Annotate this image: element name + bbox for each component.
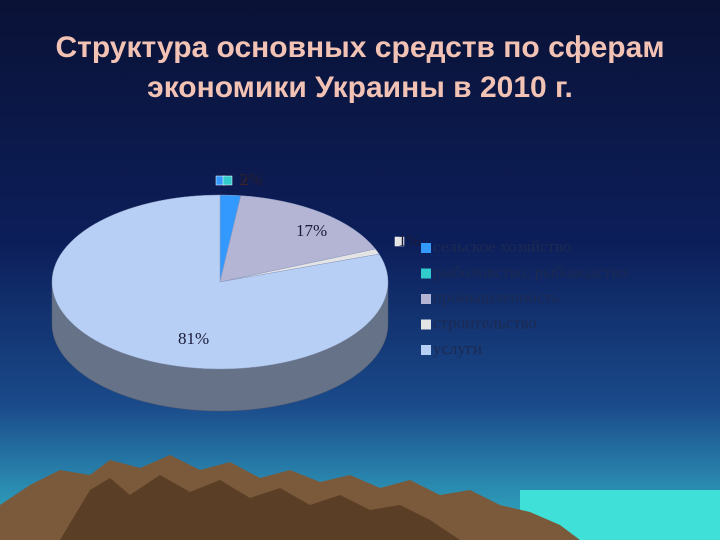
data-label: 2% [240,170,263,189]
legend-swatch [421,345,431,355]
label-key [222,175,233,186]
legend-label: промышленность [433,288,560,307]
data-label: 17% [296,221,327,240]
legend-label: рыболовство, рыбоводство [433,262,628,281]
data-label: 81% [178,329,209,348]
label-key [394,236,405,247]
legend-label: сельское хозяйство [433,237,571,256]
slice [51,194,389,370]
mountains-shade [60,475,460,540]
data-label: 0% [240,170,263,189]
pie: 2%0% 17% 1% 81% [51,170,421,412]
legend-swatch [421,243,431,253]
slice [219,195,376,283]
legend-swatch [421,294,431,304]
chart-title: Структура основных средств по сферам эко… [55,31,665,104]
legend-label: услуги [433,339,482,358]
legend-label: строительство [433,313,537,332]
legend-swatch [421,268,431,279]
data-label: 1% [398,231,421,250]
legend: сельское хозяйство рыболовство, рыбоводст… [421,237,628,358]
legend-swatch [421,319,431,330]
